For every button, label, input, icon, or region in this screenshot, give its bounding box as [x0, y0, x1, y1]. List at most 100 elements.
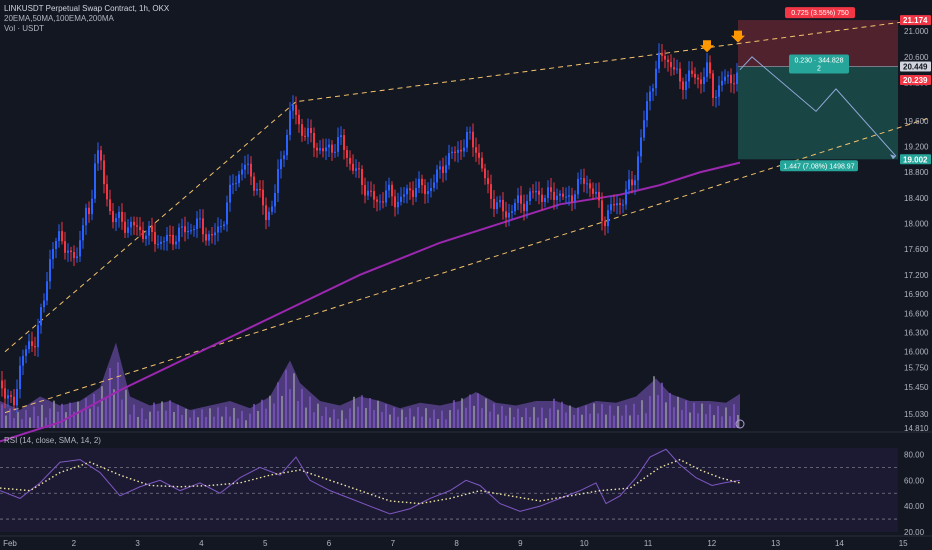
trend-channel[interactable]: [4, 17, 931, 414]
ma200-path: [0, 161, 741, 443]
candle-body: [415, 187, 417, 197]
candle-body: [673, 67, 675, 70]
price-tick-label: 19.200: [904, 143, 929, 152]
candle-body: [697, 77, 699, 80]
candle-body: [58, 231, 60, 241]
time-label: 8: [454, 539, 459, 548]
candle-body: [229, 184, 231, 203]
candle-body: [250, 163, 252, 177]
candle-body: [679, 68, 681, 82]
candle-body: [172, 234, 174, 245]
candle-body: [700, 79, 702, 84]
time-label: Feb: [3, 539, 17, 548]
candle-body: [589, 183, 591, 189]
candle-body: [334, 151, 336, 153]
candle-body: [133, 221, 135, 226]
grid: [0, 431, 932, 537]
candle-body: [484, 168, 486, 179]
candle-body: [508, 212, 510, 218]
candle-body: [736, 72, 738, 85]
candle-body: [319, 148, 321, 151]
candle-body: [301, 124, 303, 136]
candle-body: [472, 131, 474, 148]
candle-body: [619, 203, 621, 205]
candle-body: [595, 191, 597, 194]
candle-body: [163, 241, 165, 243]
candle-body: [637, 156, 639, 181]
candle-body: [127, 227, 129, 233]
candle-body: [691, 70, 693, 74]
candle-body: [529, 191, 531, 202]
candle-body: [493, 198, 495, 210]
candle-body: [502, 199, 504, 212]
candle-body: [712, 73, 714, 98]
volume-legend[interactable]: Vol · USDT: [4, 24, 45, 33]
candle-body: [370, 190, 372, 192]
candle-body: [307, 128, 309, 137]
candle-body: [622, 204, 624, 206]
candle-body: [613, 204, 615, 206]
entry-label-line2: 2: [817, 66, 821, 73]
candle-body: [649, 91, 651, 102]
candle-body: [469, 131, 471, 133]
candle-body: [19, 365, 21, 390]
price-tick-label: 21.000: [904, 27, 929, 36]
candle-body: [238, 174, 240, 184]
price-axis[interactable]: 21.00020.60020.20019.60019.20018.80018.4…: [900, 15, 931, 433]
candle-body: [346, 150, 348, 158]
time-label: 12: [707, 539, 716, 548]
candle-body: [205, 234, 207, 241]
time-axis[interactable]: Feb 2 3 4 5 6 7 8 9 10 11 12 13 14 15: [3, 539, 908, 548]
price-tick-label: 14.810: [904, 424, 929, 433]
candle-body: [7, 395, 9, 399]
candle-body: [577, 178, 579, 195]
candle-body: [55, 240, 57, 250]
position-zones: [738, 20, 898, 160]
price-badge: [900, 154, 931, 165]
price-tick-label: 16.300: [904, 328, 929, 337]
candle-body: [145, 235, 147, 239]
candle-body: [49, 259, 51, 282]
candle-body: [316, 147, 318, 151]
candle-body: [100, 150, 102, 161]
projection-path[interactable]: [739, 56, 897, 160]
candle-body: [388, 184, 390, 191]
candle-body: [433, 182, 435, 188]
time-label: 14: [835, 539, 844, 548]
rsi-tick-label: 40.00: [904, 502, 925, 511]
candle-body: [61, 231, 63, 242]
candle-body: [37, 325, 39, 348]
candle-body: [241, 169, 243, 175]
rsi-legend[interactable]: RSI (14, close, SMA, 14, 2): [4, 436, 101, 445]
candle-body: [247, 163, 249, 165]
rsi-tick-label: 20.00: [904, 528, 925, 537]
candle-body: [139, 226, 141, 231]
candle-body: [367, 190, 369, 196]
candle-body: [406, 188, 408, 195]
candle-body: [379, 201, 381, 203]
candle-body: [724, 76, 726, 81]
candle-body: [97, 150, 99, 164]
candle-body: [295, 104, 297, 115]
price-tick-label: 17.200: [904, 271, 929, 280]
candle-body: [91, 198, 93, 215]
symbol-title[interactable]: LINKUSDT Perpetual Swap Contract, 1h, OK…: [4, 4, 170, 13]
candle-body: [685, 81, 687, 90]
time-label: 6: [327, 539, 332, 548]
time-label: 11: [644, 539, 653, 548]
indicators-legend[interactable]: 20EMA,50MA,100EMA,200MA: [4, 14, 114, 23]
candle-body: [568, 195, 570, 197]
candle-body: [64, 241, 66, 253]
candle-body: [1, 380, 3, 389]
candle-body: [658, 52, 660, 69]
candle-body: [277, 169, 279, 193]
candle-body: [535, 190, 537, 193]
candle-body: [349, 157, 351, 164]
candle-body: [580, 178, 582, 180]
candle-body: [361, 168, 363, 185]
time-label: 15: [899, 539, 908, 548]
candle-body: [220, 226, 222, 228]
candle-body: [115, 218, 117, 223]
candle-body: [682, 81, 684, 90]
